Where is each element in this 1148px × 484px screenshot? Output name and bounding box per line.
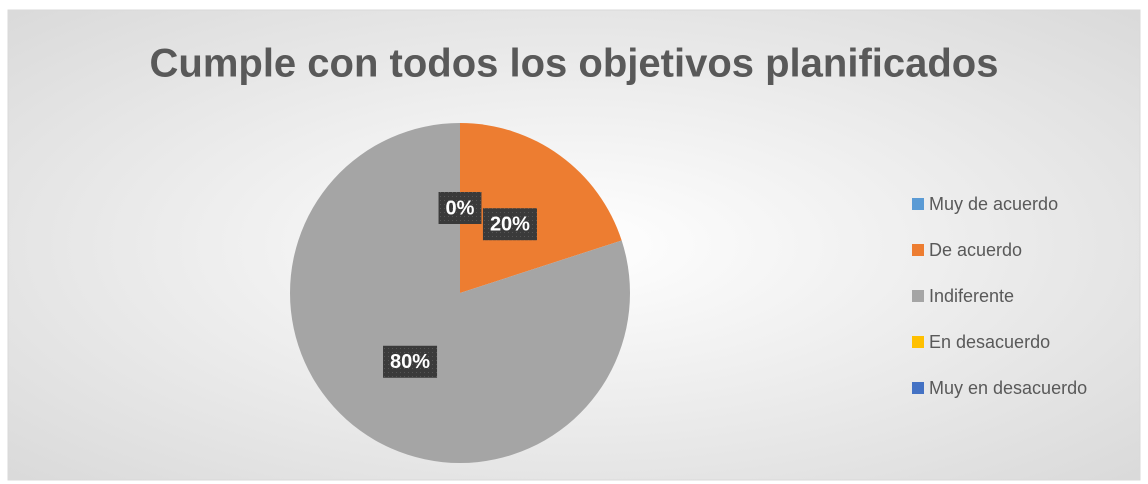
legend-label: De acuerdo — [929, 240, 1022, 260]
legend-label: En desacuerdo — [929, 332, 1050, 352]
data-label-text: 20% — [490, 214, 530, 236]
chart-title: Cumple con todos los objetivos planifica… — [150, 42, 999, 86]
pie-slice — [290, 122, 631, 463]
data-label-box — [482, 208, 537, 241]
data-label: 0% — [438, 192, 482, 224]
pie-slice — [460, 123, 622, 293]
legend-label: Muy de acuerdo — [929, 194, 1058, 214]
data-label-text: 80% — [390, 351, 430, 373]
legend-swatch — [912, 382, 924, 394]
data-label: 80% — [383, 345, 438, 378]
legend-label: Indiferente — [929, 286, 1014, 306]
data-label: 20% — [482, 208, 537, 241]
legend-swatch — [912, 244, 924, 256]
legend-label: Muy en desacuerdo — [929, 378, 1087, 398]
legend-swatch — [912, 290, 924, 302]
legend-swatch — [912, 336, 924, 348]
data-label-box — [383, 345, 438, 378]
legend-swatch — [912, 198, 924, 210]
data-label-text: 0% — [446, 197, 475, 219]
data-label-box — [438, 192, 482, 224]
